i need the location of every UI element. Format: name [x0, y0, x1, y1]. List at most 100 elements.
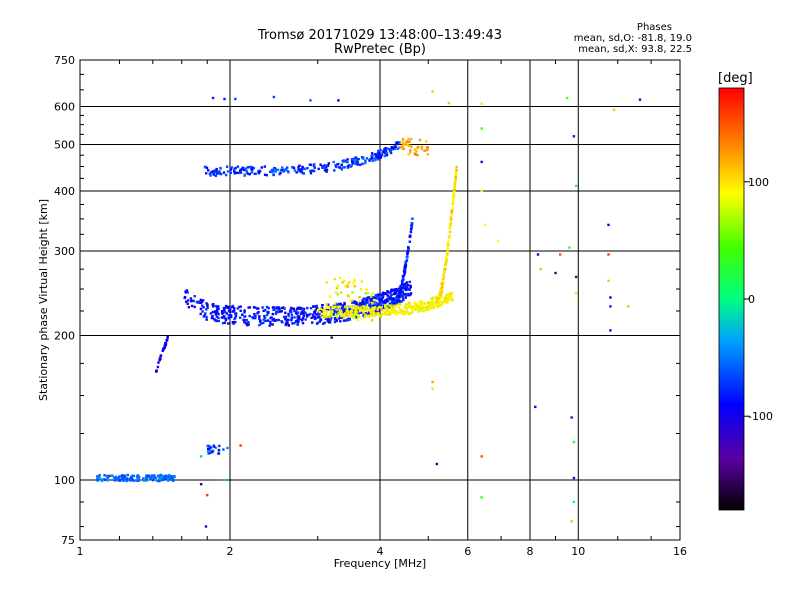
echo-point	[300, 319, 304, 322]
echo-point	[159, 354, 163, 357]
echo-point	[357, 315, 360, 319]
echo-point	[383, 309, 386, 312]
echo-point	[329, 306, 332, 309]
echo-point	[390, 306, 393, 309]
echo-point	[202, 306, 205, 309]
echo-point	[275, 306, 278, 309]
echo-point	[417, 310, 420, 313]
echo-point	[224, 173, 228, 177]
echo-point	[445, 257, 448, 261]
echo-point	[407, 248, 410, 251]
echo-point	[416, 153, 419, 157]
echo-point	[455, 170, 458, 173]
echo-point	[351, 306, 354, 309]
echo-point	[136, 479, 139, 482]
echo-point	[338, 166, 341, 169]
echo-point	[425, 140, 428, 143]
echo-point	[313, 315, 316, 319]
echo-point	[384, 313, 388, 316]
echo-point	[335, 165, 338, 169]
x-tick-label: 1	[77, 545, 84, 558]
echo-point	[402, 143, 406, 146]
echo-point	[309, 307, 313, 310]
echo-point	[243, 321, 246, 324]
echo-point	[401, 138, 405, 142]
echo-point	[452, 199, 455, 202]
echo-point	[150, 474, 154, 477]
echo-point	[397, 311, 401, 314]
echo-point	[354, 316, 357, 319]
echo-point	[431, 90, 434, 93]
echo-point	[330, 311, 333, 315]
echo-point	[309, 172, 313, 175]
echo-point	[252, 317, 255, 320]
echo-point	[451, 206, 454, 210]
echo-point	[233, 169, 236, 173]
echo-point	[211, 96, 215, 100]
echo-point	[373, 306, 377, 309]
echo-point	[539, 267, 542, 271]
echo-point	[309, 163, 313, 167]
echo-point	[364, 300, 367, 303]
x-tick-label: 2	[227, 545, 234, 558]
echo-point	[431, 387, 434, 390]
echo-point	[446, 293, 450, 296]
echo-point	[370, 299, 373, 302]
echo-point	[402, 313, 405, 316]
echo-point	[362, 157, 365, 160]
echo-point	[359, 311, 363, 314]
echo-point	[220, 172, 223, 176]
echo-point	[371, 292, 374, 295]
echo-point	[295, 171, 298, 174]
echo-point	[214, 174, 218, 178]
echo-point	[206, 494, 209, 497]
echo-point	[295, 309, 298, 313]
echo-point	[203, 314, 206, 317]
echo-point	[407, 153, 410, 156]
echo-point	[431, 301, 434, 305]
echo-point	[334, 310, 338, 313]
echo-point	[332, 160, 335, 164]
echo-point	[410, 305, 413, 308]
echo-point	[214, 169, 217, 173]
echo-point	[239, 305, 242, 308]
echo-point	[156, 365, 160, 369]
echo-point	[243, 311, 246, 314]
echo-point	[429, 301, 433, 304]
echo-point	[320, 310, 324, 313]
echo-point	[137, 479, 140, 482]
echo-point	[319, 307, 322, 311]
echo-point	[248, 165, 252, 169]
echo-point	[106, 474, 109, 478]
echo-point	[318, 312, 321, 316]
echo-point	[234, 97, 237, 101]
echo-point	[335, 286, 339, 290]
echo-point	[452, 197, 455, 201]
echo-point	[638, 98, 642, 101]
echo-point	[158, 359, 161, 362]
echo-point	[420, 304, 423, 307]
echo-point	[253, 172, 256, 175]
echo-point	[374, 294, 378, 297]
echo-point	[405, 255, 409, 259]
echo-point	[116, 478, 119, 481]
echo-point	[101, 478, 104, 481]
echo-point	[361, 309, 364, 312]
echo-point	[258, 315, 261, 318]
echo-point	[212, 172, 215, 175]
echo-point	[171, 476, 174, 480]
echo-point	[289, 309, 292, 312]
echo-point	[409, 149, 412, 152]
echo-point	[217, 305, 220, 308]
echo-point	[293, 322, 296, 325]
echo-point	[244, 319, 247, 322]
echo-point	[437, 295, 441, 298]
echo-point	[445, 299, 448, 302]
echo-point	[301, 317, 305, 320]
echo-point	[403, 306, 406, 309]
echo-point	[327, 305, 331, 309]
echo-point	[206, 444, 209, 448]
echo-point	[318, 320, 322, 323]
echo-point	[390, 293, 393, 296]
echo-point	[323, 314, 326, 317]
